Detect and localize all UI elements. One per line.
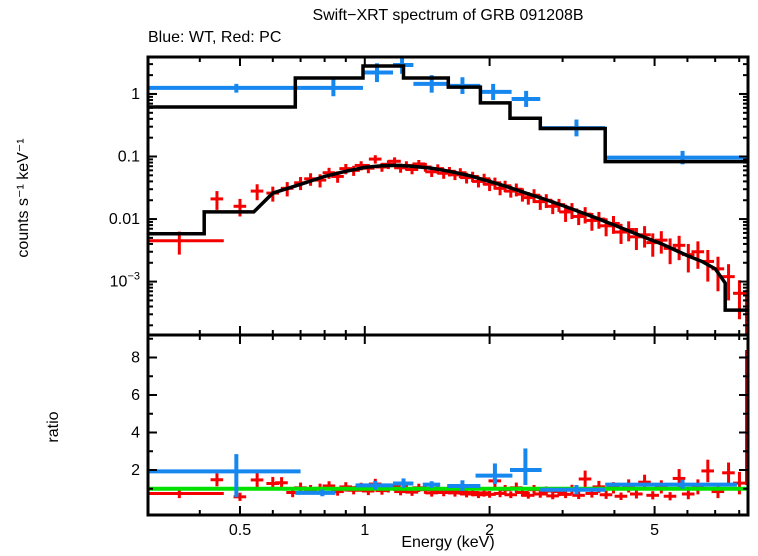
- spectrum-y-tick-label: 0.1: [118, 149, 140, 166]
- spectrum-y-tick-label: 1: [131, 86, 140, 103]
- chart-title: Swift−XRT spectrum of GRB 091208B: [312, 7, 584, 24]
- x-tick-label: 0.5: [229, 522, 251, 539]
- ratio-y-tick-label: 4: [131, 425, 140, 442]
- chart-legend-note: Blue: WT, Red: PC: [148, 29, 282, 46]
- spectrum-y-tick-label: 0.01: [109, 211, 140, 228]
- spectrum-y-tick-label: 10−3: [110, 271, 140, 291]
- pc-ratio-series: [148, 350, 748, 501]
- wt-spectrum-series: [148, 57, 748, 165]
- x-tick-label: 5: [650, 522, 659, 539]
- x-axis-label: Energy (keV): [401, 534, 495, 551]
- x-tick-label: 2: [485, 522, 494, 539]
- pc-model-line: [148, 163, 748, 312]
- x-tick-label: 1: [360, 522, 369, 539]
- tick-labels: 0.5 1 2 5 1 0.1 0.01 10−3 2 4 6 8: [109, 86, 659, 539]
- ratio-y-tick-label: 2: [131, 462, 140, 479]
- ratio-y-tick-label: 8: [131, 350, 140, 367]
- wt-model-steps: [148, 64, 748, 164]
- pc-spectrum-series: [148, 155, 748, 334]
- wt-ratio-series: [148, 448, 737, 498]
- plot-frames: [146, 55, 750, 517]
- ratio-y-tick-label: 6: [131, 387, 140, 404]
- axis-ticks: [148, 57, 748, 515]
